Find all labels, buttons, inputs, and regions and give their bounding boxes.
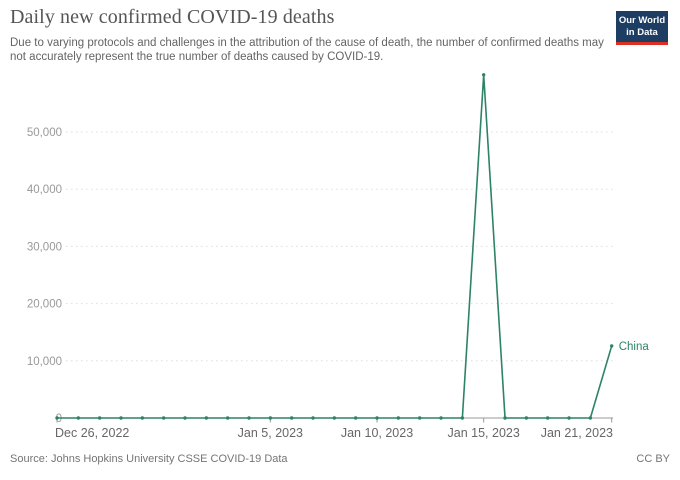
data-point[interactable]: [140, 416, 145, 420]
x-axis-tick-label: Jan 15, 2023: [448, 426, 520, 440]
data-point[interactable]: [332, 416, 337, 420]
data-point[interactable]: [545, 416, 550, 420]
x-axis-tick-label: Jan 5, 2023: [238, 426, 303, 440]
data-point[interactable]: [396, 416, 401, 420]
owid-logo-line2: in Data: [626, 26, 658, 38]
data-point[interactable]: [311, 416, 315, 420]
data-point[interactable]: [524, 416, 529, 420]
data-point[interactable]: [610, 344, 614, 348]
page-title: Daily new confirmed COVID-19 deaths: [10, 6, 335, 28]
data-point[interactable]: [567, 416, 571, 420]
data-point[interactable]: [76, 416, 81, 420]
owid-logo[interactable]: Our World in Data: [616, 11, 668, 45]
data-point[interactable]: [225, 416, 230, 420]
x-axis-tick-label: Jan 10, 2023: [341, 426, 413, 440]
data-point[interactable]: [460, 416, 465, 420]
data-point[interactable]: [268, 416, 273, 420]
data-point[interactable]: [289, 416, 294, 420]
data-point[interactable]: [503, 416, 507, 420]
data-point[interactable]: [353, 416, 358, 420]
data-point[interactable]: [481, 73, 486, 77]
data-point[interactable]: [439, 416, 443, 420]
data-point[interactable]: [375, 416, 379, 420]
data-point[interactable]: [247, 416, 251, 420]
y-axis-tick-label: 40,000: [27, 184, 62, 196]
source-attribution: Source: Johns Hopkins University CSSE CO…: [10, 453, 288, 465]
data-point[interactable]: [161, 416, 166, 420]
data-point[interactable]: [119, 416, 123, 420]
license-badge[interactable]: CC BY: [636, 453, 670, 465]
y-axis-tick-label: 0: [56, 413, 62, 425]
chart-subtitle: Due to varying protocols and challenges …: [10, 36, 606, 64]
x-axis-tick-label: Jan 21, 2023: [541, 426, 613, 440]
data-point[interactable]: [588, 416, 593, 420]
chart-subtitle-line2: not accurately represent the true number…: [10, 51, 384, 63]
data-point[interactable]: [97, 416, 102, 420]
x-axis-tick-label: Dec 26, 2022: [55, 426, 129, 440]
owid-logo-line1: Our World: [618, 15, 666, 26]
series-line-china: [57, 74, 613, 419]
series-end-label[interactable]: China: [619, 341, 650, 353]
y-axis-tick-label: 10,000: [27, 356, 62, 368]
data-point[interactable]: [417, 416, 422, 420]
y-axis-tick-label: 20,000: [27, 299, 62, 311]
data-point[interactable]: [183, 416, 187, 420]
y-axis-tick-label: 50,000: [27, 127, 62, 139]
y-axis-tick-label: 30,000: [27, 241, 62, 253]
data-point[interactable]: [55, 416, 59, 420]
data-point[interactable]: [204, 416, 209, 420]
chart-subtitle-line1: Due to varying protocols and challenges …: [10, 37, 604, 49]
